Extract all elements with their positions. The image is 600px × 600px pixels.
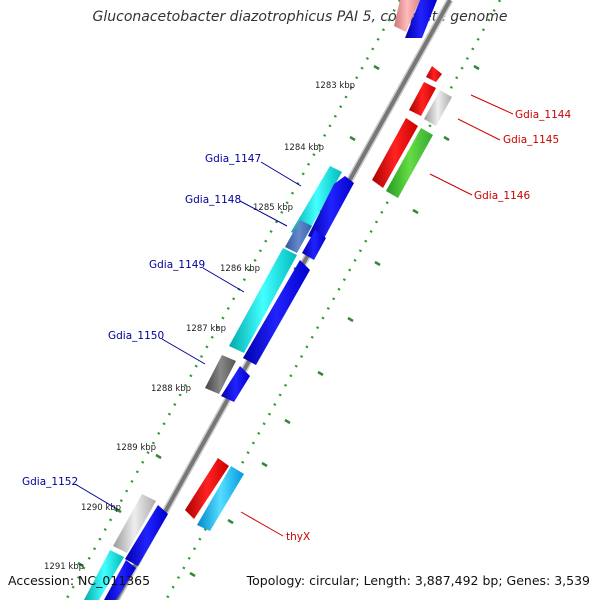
cds-reverse-blue-6 [104, 560, 136, 600]
gene-label-gdia-1149[interactable]: Gdia_1149 [149, 259, 205, 271]
gene-label-thyx[interactable]: thyX [286, 531, 310, 543]
cds-gdia-1144 [426, 66, 442, 82]
leader-gdia-1149 [202, 267, 245, 293]
leader-gdia-1147 [260, 161, 302, 187]
cds-gdia-1152 [113, 494, 156, 553]
leader-gdia-1150 [161, 338, 206, 365]
scale-label-1285: 1285 kbp [253, 203, 293, 213]
scale-track-inner [64, 0, 402, 600]
reverse-strand-features [84, 0, 437, 600]
scale-label-1288: 1288 kbp [151, 384, 191, 394]
scale-label-1284: 1284 kbp [284, 143, 324, 153]
forward-strand-features [185, 0, 452, 531]
scale-labels: 1283 kbp 1284 kbp 1285 kbp 1286 kbp 1287… [44, 81, 355, 572]
cds-gdia-1146 [386, 128, 433, 198]
cds-gdia-1148 [285, 220, 312, 253]
cds-forward-red-2 [372, 118, 418, 188]
cds-forward-top-pink [394, 0, 420, 32]
cds-reverse-blue-5 [125, 505, 168, 566]
cds-gdia-1149 [229, 248, 297, 353]
accession-text: Accession: NC_011365 [8, 573, 151, 588]
leader-thyx [240, 511, 284, 537]
gene-label-gdia-1145[interactable]: Gdia_1145 [503, 134, 559, 146]
cds-gdia-1145 [424, 90, 452, 126]
gene-label-gdia-1144[interactable]: Gdia_1144 [515, 109, 571, 121]
leader-gdia-1145 [457, 118, 501, 141]
gene-label-gdia-1150[interactable]: Gdia_1150 [108, 330, 164, 342]
cds-reverse-cyan-bottom [84, 550, 124, 600]
leader-gdia-1148 [239, 200, 288, 227]
cds-reverse-blue-1 [308, 176, 354, 242]
leader-gdia-1152 [74, 483, 118, 510]
cds-reverse-blue-2 [302, 230, 326, 260]
scale-label-1283: 1283 kbp [315, 81, 355, 91]
gene-label-gdia-1147[interactable]: Gdia_1147 [205, 153, 261, 165]
cds-gdia-1147 [291, 166, 342, 238]
scale-label-1287: 1287 kbp [186, 324, 226, 334]
leader-gdia-1144 [470, 94, 514, 115]
scale-label-1289: 1289 kbp [116, 443, 156, 453]
cds-gdia-1150 [205, 355, 236, 394]
cds-reverse-blue-4 [221, 366, 250, 402]
scale-label-1291: 1291 kbp [44, 562, 84, 572]
gene-label-gdia-1152[interactable]: Gdia_1152 [22, 476, 78, 488]
cds-reverse-top-blue [405, 0, 437, 38]
scale-label-1286: 1286 kbp [220, 264, 260, 274]
cds-reverse-blue-3 [243, 260, 310, 365]
label-leaders [74, 94, 514, 537]
reverse-gene-labels: Gdia_1147 Gdia_1148 Gdia_1149 Gdia_1150 … [22, 153, 261, 488]
scale-label-1290: 1290 kbp [81, 503, 121, 513]
leader-gdia-1146 [429, 173, 473, 196]
genome-summary-text: Topology: circular; Length: 3,887,492 bp… [246, 573, 590, 588]
cds-thyx [197, 466, 244, 531]
gene-label-gdia-1148[interactable]: Gdia_1148 [185, 194, 241, 206]
cds-forward-red-1 [409, 82, 436, 116]
cds-forward-red-thyx [185, 458, 229, 519]
forward-gene-labels: Gdia_1144 Gdia_1145 Gdia_1146 thyX [286, 109, 571, 543]
gene-label-gdia-1146[interactable]: Gdia_1146 [474, 190, 530, 202]
